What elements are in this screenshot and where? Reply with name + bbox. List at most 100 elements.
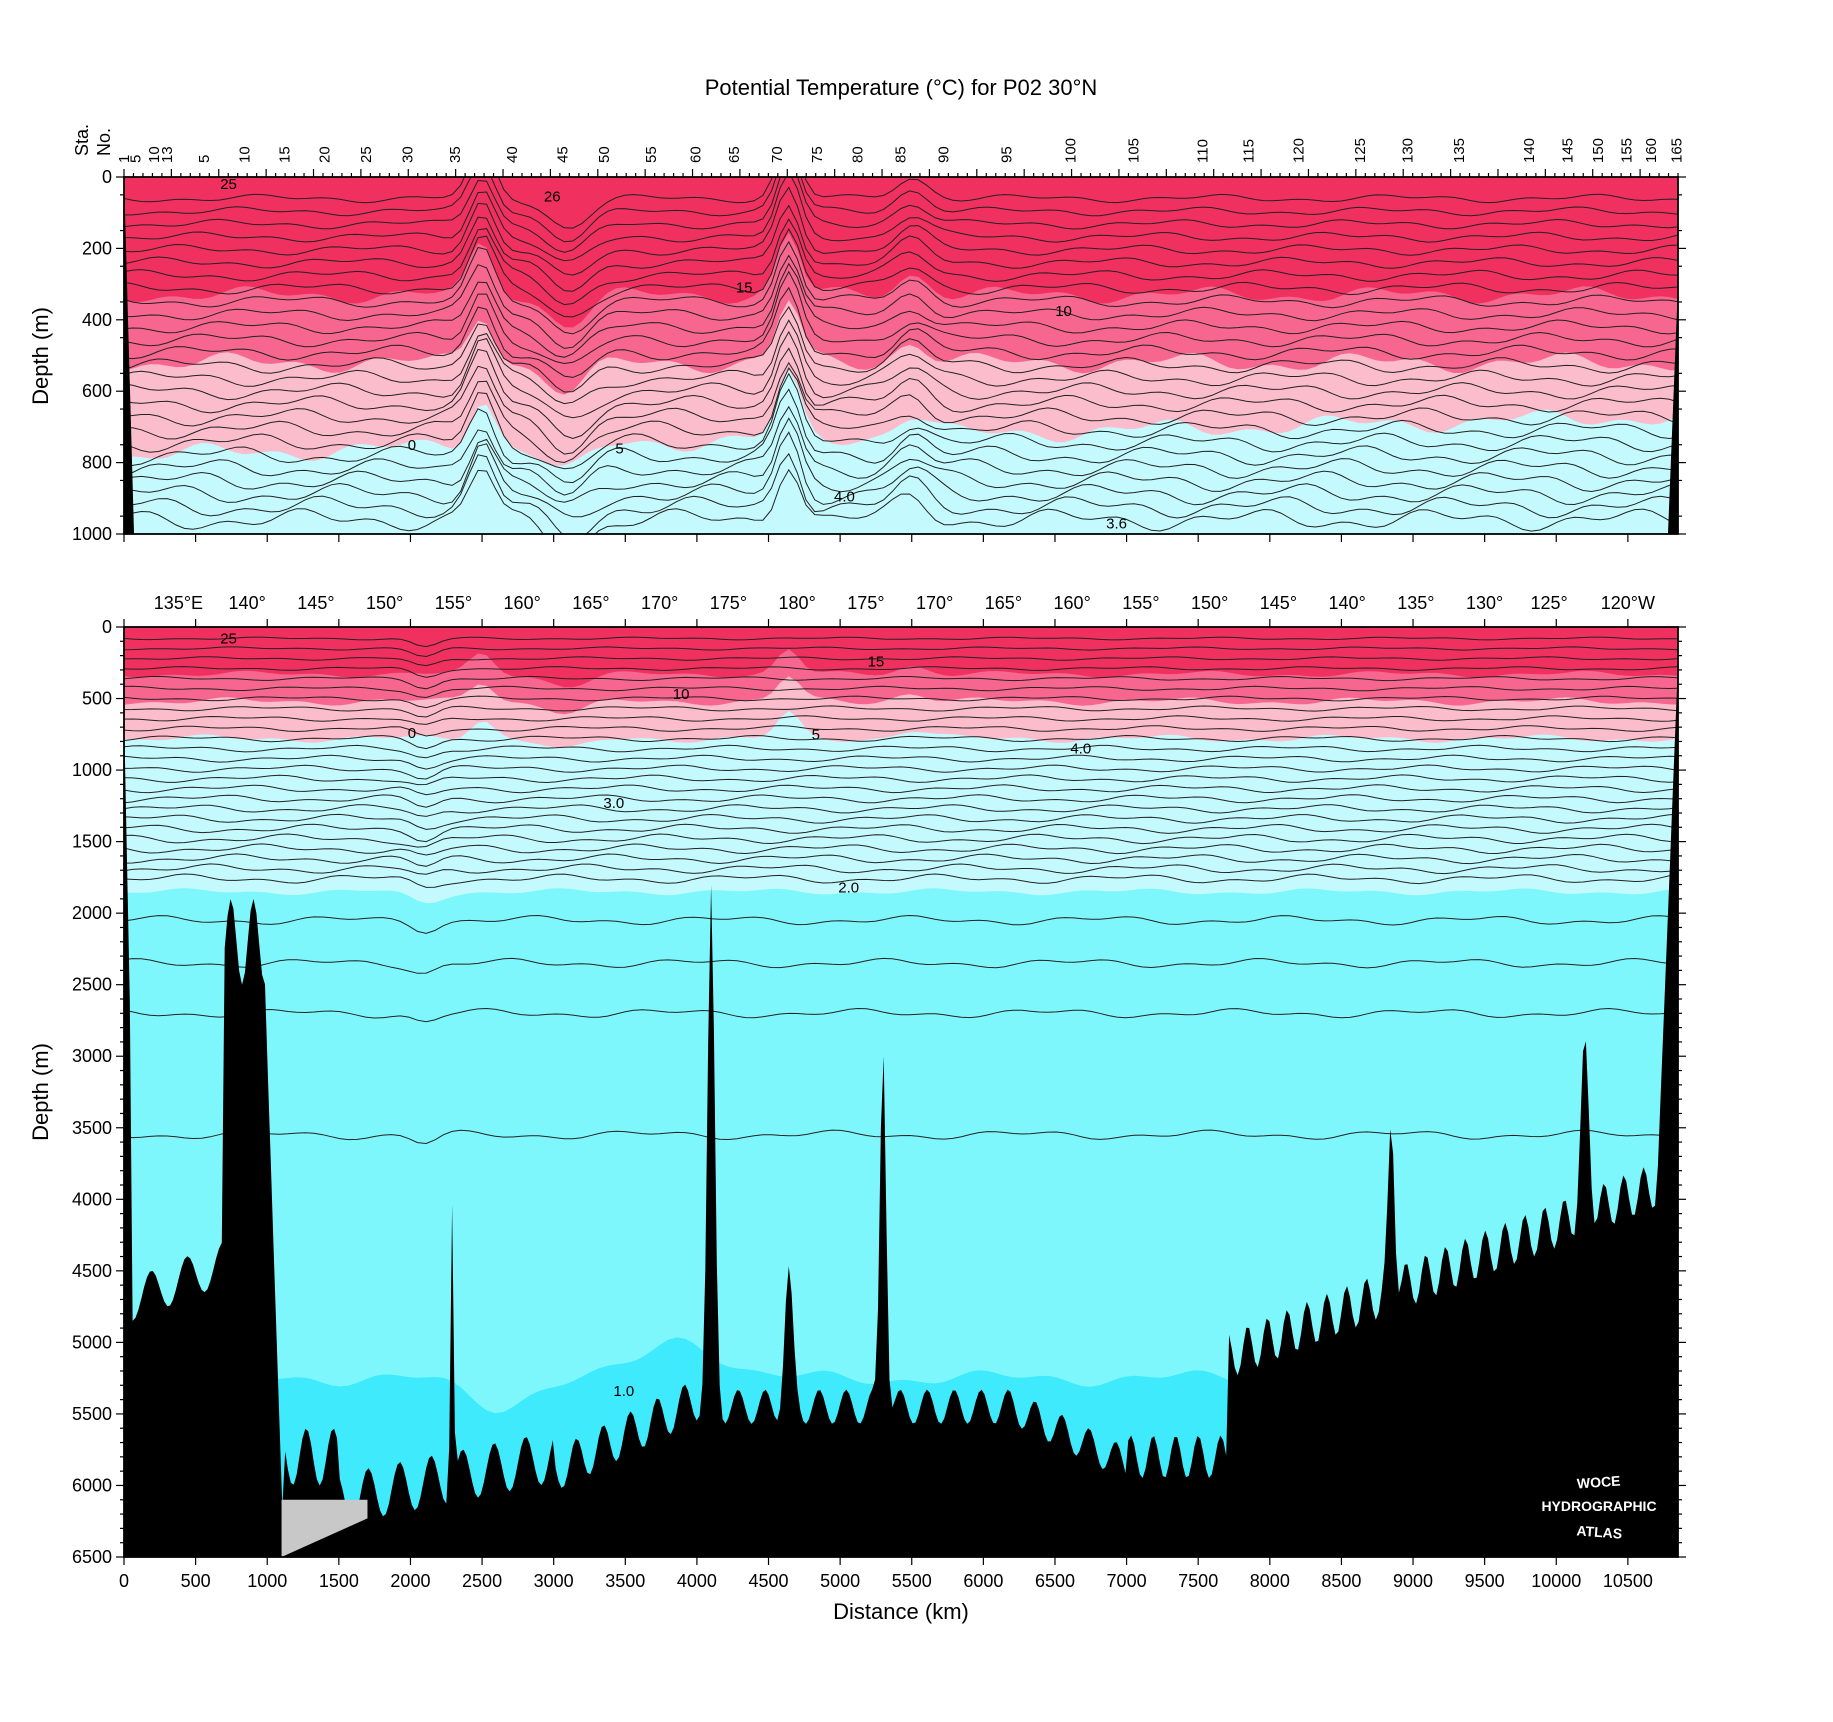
station-label: 160 [1643, 138, 1660, 163]
lower-isotherm [124, 656, 1678, 667]
longitude-label: 160° [504, 593, 541, 613]
upper-y-tick-labels: 0 200 400 600 800 1000 [72, 167, 112, 544]
station-label: 50 [596, 146, 613, 163]
lower-y-tick-label: 1500 [72, 832, 112, 852]
lower-isotherm [124, 715, 1678, 725]
x-tick-label: 5500 [892, 1571, 932, 1591]
lower-isotherms [124, 636, 1678, 1145]
station-label: 13 [159, 146, 176, 163]
x-tick-label: 4000 [677, 1571, 717, 1591]
lower-isotherm [124, 957, 1678, 974]
longitude-label: 150° [366, 593, 403, 613]
upper-isotherms [124, 177, 1678, 534]
station-axis-title-line2: No. [94, 128, 114, 156]
station-label: 70 [769, 146, 786, 163]
station-label: 65 [726, 146, 743, 163]
lower-plot-frame [123, 626, 1679, 1558]
lower-isotherm [124, 833, 1678, 848]
lower-isotherm [124, 744, 1678, 759]
x-tick-label: 3500 [605, 1571, 645, 1591]
upper-y-tick-label: 400 [82, 310, 112, 330]
upper-contour-label: 5 [615, 440, 623, 457]
station-label: 165 [1669, 138, 1686, 163]
station-label: 95 [998, 146, 1015, 163]
station-label: 45 [554, 146, 571, 163]
lower-isotherm [124, 843, 1678, 856]
station-label: 150 [1590, 138, 1607, 163]
station-label: 5 [127, 155, 144, 163]
seafloor-bathymetry [124, 662, 1678, 1557]
longitude-label: 175° [710, 593, 747, 613]
lower-contour-label: 4.0 [1070, 741, 1091, 758]
watermark-line-2: HYDROGRAPHIC [1541, 1498, 1656, 1514]
station-label: 140 [1521, 138, 1538, 163]
lower-contour-label: 2.0 [838, 879, 859, 896]
longitude-label: 135°E [154, 593, 203, 613]
upper-isotherm [124, 372, 1678, 470]
woce-watermark: WOCE HYDROGRAPHIC ATLAS [1541, 1473, 1656, 1542]
x-tick-label: 6000 [963, 1571, 1003, 1591]
lower-isotherm [124, 823, 1678, 843]
lower-y-tick-labels: 0 500 1000 1500 2000 2500 3000 3500 4000 4500 5000… [72, 617, 112, 1567]
upper-isotherm [124, 417, 1678, 503]
lower-isotherm [124, 774, 1678, 786]
lower-isotherm [124, 636, 1678, 648]
upper-contour-label: 25 [220, 176, 237, 193]
x-tick-label: 7500 [1178, 1571, 1218, 1591]
lower-contour-labels: 25 15 10 0 5 4.0 3.0 2.0 1.0 [220, 630, 1091, 1400]
lower-contour-label: 3.0 [603, 795, 624, 812]
station-label: 10 [236, 146, 253, 163]
longitude-label: 165° [572, 593, 609, 613]
lower-isotherm [124, 764, 1678, 780]
upper-axis-ticks [116, 169, 1686, 542]
lower-isotherm [124, 754, 1678, 770]
upper-isotherm [124, 204, 1678, 292]
station-label: 10 [146, 146, 163, 163]
upper-y-tick-label: 200 [82, 238, 112, 258]
station-label: 100 [1063, 138, 1080, 163]
station-label: 145 [1560, 138, 1577, 163]
x-tick-label: 10500 [1603, 1571, 1653, 1591]
upper-right-bathymetry [1667, 284, 1678, 534]
upper-contour-labels: 25 26 15 10 0 5 4.0 3.6 [220, 176, 1127, 532]
longitude-label: 165° [985, 593, 1022, 613]
lower-y-tick-label: 500 [82, 689, 112, 709]
upper-isotherm [124, 347, 1678, 440]
lower-isotherm [124, 646, 1678, 658]
lower-isotherm [124, 666, 1678, 678]
longitude-label: 170° [916, 593, 953, 613]
lower-isotherm [124, 784, 1678, 796]
x-tick-label: 9500 [1465, 1571, 1505, 1591]
lower-isotherm [124, 794, 1678, 808]
lower-y-axis-label: Depth (m) [28, 1043, 53, 1141]
x-tick-label: 3000 [534, 1571, 574, 1591]
upper-isotherm [124, 366, 1678, 464]
longitude-label: 140° [229, 593, 266, 613]
lower-y-tick-label: 4500 [72, 1261, 112, 1281]
longitude-label: 175° [847, 593, 884, 613]
lower-isotherm [124, 695, 1678, 709]
lower-y-tick-label: 4000 [72, 1189, 112, 1209]
upper-band-warm-deep [124, 177, 1678, 328]
upper-isotherm [124, 177, 1678, 243]
station-axis-title-line1: Sta. [72, 124, 92, 156]
upper-isotherm [124, 227, 1678, 318]
station-label: 35 [447, 146, 464, 163]
upper-contour-label: 4.0 [834, 489, 855, 506]
longitude-label: 120°W [1601, 593, 1655, 613]
upper-isotherm [124, 468, 1678, 534]
station-label: 85 [892, 146, 909, 163]
upper-contour-label: 0 [408, 437, 416, 454]
longitude-label: 145° [297, 593, 334, 613]
watermark-line-3: ATLAS [1576, 1522, 1623, 1541]
x-tick-label: 1000 [247, 1571, 287, 1591]
upper-isotherm [124, 240, 1678, 335]
longitude-label: 170° [641, 593, 678, 613]
lower-isotherm [124, 813, 1678, 830]
longitude-label: 125° [1530, 593, 1567, 613]
upper-isotherm [124, 361, 1678, 455]
lower-y-tick-label: 6500 [72, 1547, 112, 1567]
station-label: 110 [1194, 139, 1211, 163]
